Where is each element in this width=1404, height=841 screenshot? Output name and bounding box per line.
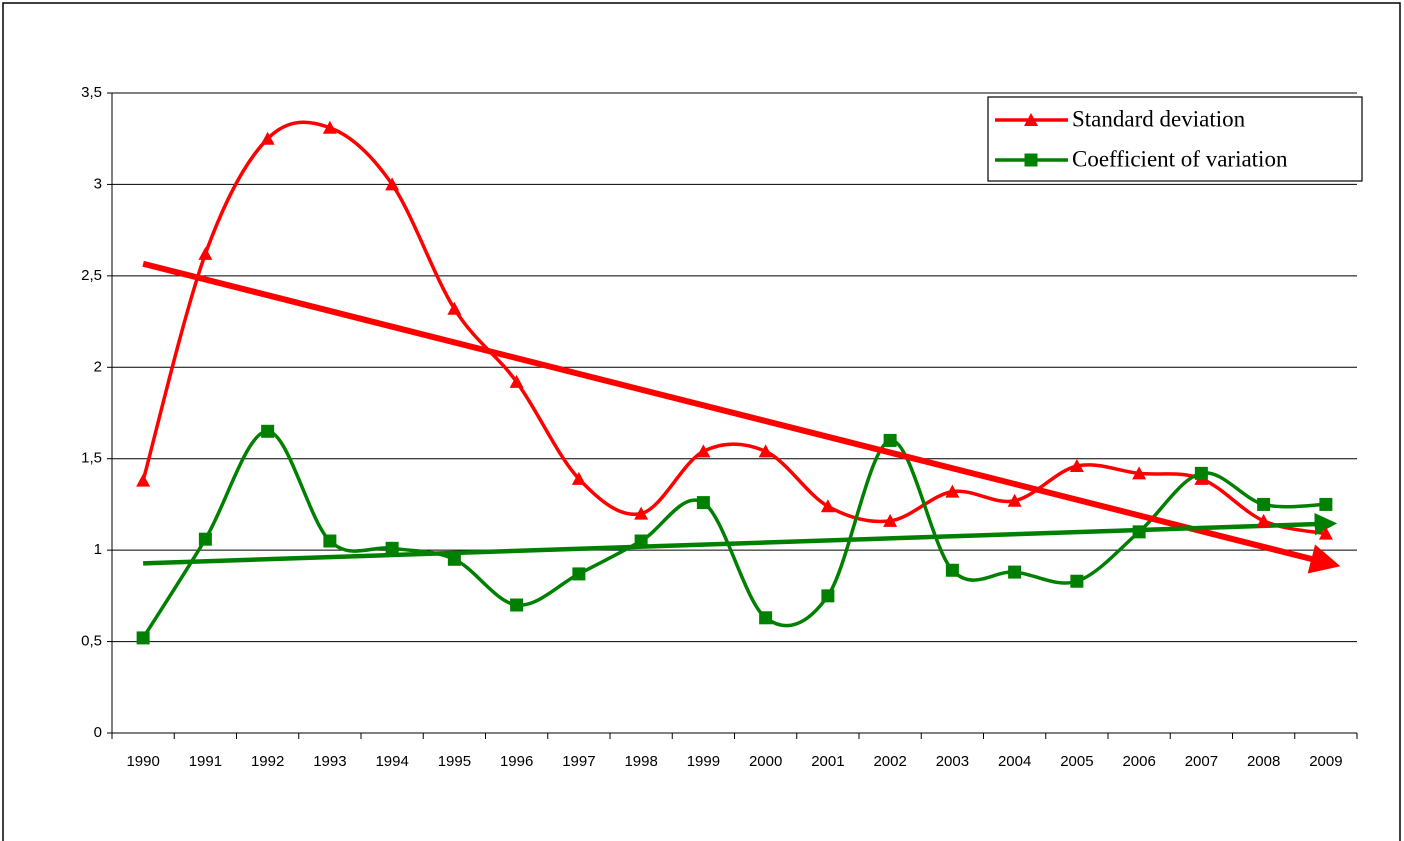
y-tick-label: 3 (94, 175, 102, 192)
triangle-marker (198, 246, 213, 260)
triangle-marker (260, 131, 275, 145)
y-tick-label: 1,5 (81, 450, 102, 467)
x-tick-label: 2003 (936, 753, 969, 770)
square-marker (198, 532, 212, 546)
legend-label: Standard deviation (1072, 106, 1246, 131)
triangle-marker (945, 484, 960, 498)
x-tick-label: 2000 (749, 753, 782, 770)
triangle-marker (322, 120, 337, 134)
trend-line (143, 512, 1338, 566)
square-marker (1257, 497, 1271, 511)
square-marker (759, 611, 773, 625)
triangle-marker (758, 444, 773, 458)
triangle-marker (1024, 113, 1038, 126)
triangle-marker (820, 499, 835, 513)
square-marker (136, 631, 150, 645)
x-tick-label: 2009 (1309, 753, 1342, 770)
triangle-marker (1069, 459, 1084, 473)
x-tick-label: 1997 (562, 753, 595, 770)
x-tick-label: 1994 (375, 753, 408, 770)
square-marker (634, 534, 648, 548)
square-marker (385, 541, 399, 555)
x-tick-label: 1999 (687, 753, 720, 770)
x-tick-label: 1992 (251, 753, 284, 770)
triangle-marker (571, 471, 586, 485)
y-tick-label: 0 (94, 724, 102, 741)
x-tick-label: 1996 (500, 753, 533, 770)
square-marker (821, 589, 835, 603)
y-tick-label: 2,5 (81, 267, 102, 284)
x-tick-label: 1993 (313, 753, 346, 770)
legend-label: Coefficient of variation (1072, 146, 1288, 171)
triangle-marker (1318, 526, 1333, 540)
series-line (141, 429, 1326, 639)
square-marker (1070, 574, 1084, 588)
square-marker (1319, 497, 1333, 511)
x-tick-label: 2008 (1247, 753, 1280, 770)
square-marker (696, 496, 710, 510)
triangle-marker (1007, 493, 1022, 507)
x-tick-label: 1990 (126, 753, 159, 770)
triangle-marker (1256, 513, 1271, 527)
triangle-marker (696, 444, 711, 458)
legend-box (987, 96, 1363, 182)
x-tick-label: 2007 (1185, 753, 1218, 770)
square-marker (447, 552, 461, 566)
square-marker (261, 424, 275, 438)
triangle-marker (883, 513, 898, 527)
triangle-marker (447, 301, 462, 315)
x-tick-label: 2001 (811, 753, 844, 770)
series-line (141, 120, 1327, 536)
y-tick-label: 3,5 (81, 84, 102, 101)
x-tick-label: 2006 (1122, 753, 1155, 770)
square-marker (1008, 565, 1022, 579)
square-marker (1132, 525, 1146, 539)
y-tick-label: 0,5 (81, 633, 102, 650)
x-tick-label: 2004 (998, 753, 1031, 770)
y-tick-label: 1 (94, 541, 102, 558)
x-tick-label: 2005 (1060, 753, 1093, 770)
square-marker (323, 534, 337, 548)
x-tick-label: 1998 (624, 753, 657, 770)
triangle-marker (136, 473, 151, 487)
x-tick-label: 1991 (189, 753, 222, 770)
square-marker (883, 433, 897, 447)
y-tick-label: 2 (94, 358, 102, 375)
triangle-marker (634, 506, 649, 520)
x-tick-label: 1995 (438, 753, 471, 770)
square-marker (572, 567, 586, 581)
x-tick-label: 2002 (873, 753, 906, 770)
trend-line (142, 260, 1341, 574)
triangle-marker (509, 374, 524, 388)
square-marker (1024, 153, 1038, 167)
triangle-marker (385, 177, 400, 191)
square-marker (510, 598, 524, 612)
square-marker (1194, 466, 1208, 480)
triangle-marker (1132, 466, 1147, 480)
square-marker (945, 563, 959, 577)
